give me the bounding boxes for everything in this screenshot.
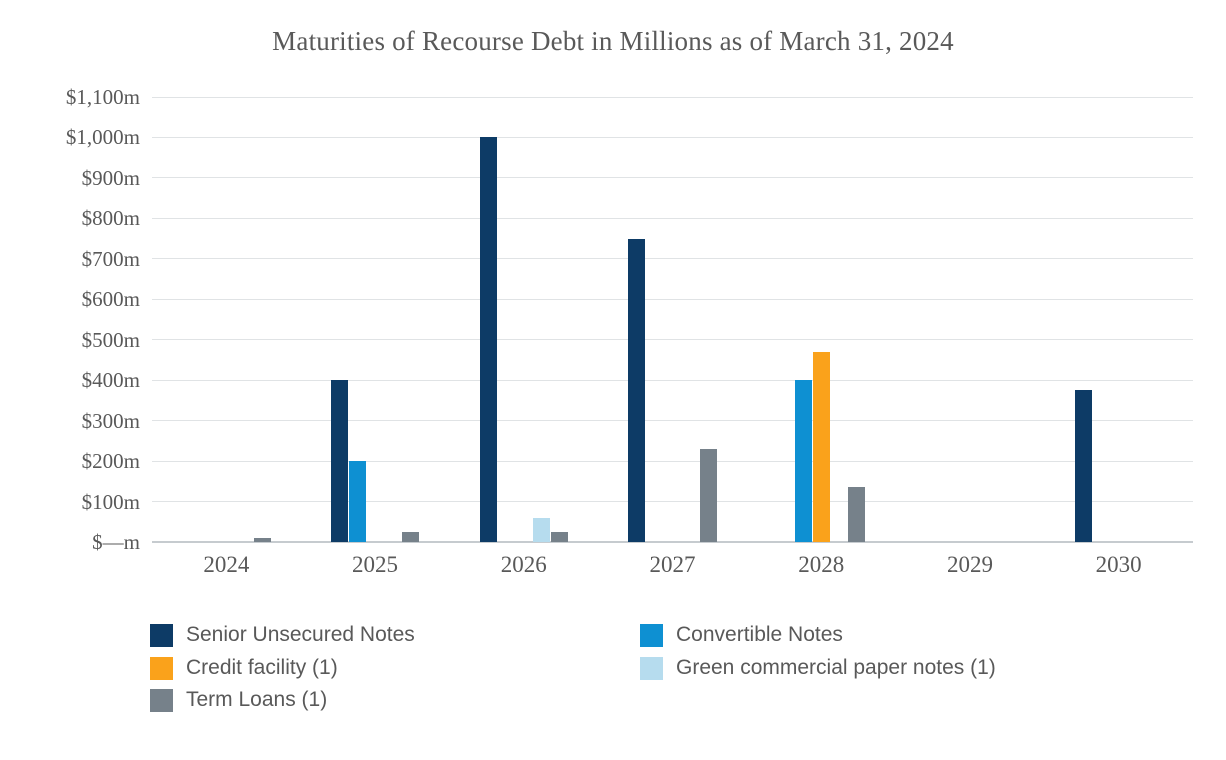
y-tick-label: $1,000m — [65, 125, 140, 150]
y-axis-labels: $—m $100m $200m $300m $400m $500m $600m $700m $8… — [0, 0, 140, 600]
bar-term-loans-1-2024 — [253, 538, 271, 542]
x-axis-labels: 2024 2025 2026 2027 2028 2029 2030 — [152, 552, 1193, 584]
y-tick-label: $500m — [81, 327, 140, 352]
gridline — [152, 460, 1193, 462]
legend-swatch-term-loans-1 — [150, 688, 173, 712]
y-tick-label: $900m — [81, 165, 140, 190]
legend-swatch-convertible-notes — [640, 623, 663, 647]
legend-label: Term Loans (1) — [186, 688, 328, 711]
y-tick-label: $600m — [81, 287, 140, 312]
y-tick-label: $100m — [81, 489, 140, 514]
bar-convertible-notes-2025 — [348, 461, 366, 542]
legend-label: Senior Unsecured Notes — [186, 623, 415, 646]
chart-title: Maturities of Recourse Debt in Millions … — [272, 26, 954, 56]
gridline — [152, 501, 1193, 503]
y-tick-label: $200m — [81, 449, 140, 474]
legend-label: Green commercial paper notes (1) — [676, 656, 996, 679]
x-tick-label-2029: 2029 — [946, 552, 993, 577]
bar-senior-unsecured-notes-2030 — [1074, 390, 1092, 542]
x-axis-line — [152, 541, 1193, 543]
legend-swatch-credit-facility-1 — [150, 656, 173, 680]
gridline — [152, 339, 1193, 341]
bar-term-loans-1-2028 — [848, 487, 866, 542]
bar-senior-unsecured-notes-2026 — [479, 137, 497, 542]
x-tick-label-2025: 2025 — [352, 552, 399, 577]
y-tick-label: $1,100m — [65, 85, 140, 109]
gridline — [152, 96, 1193, 98]
y-tick-label: $800m — [81, 206, 140, 231]
x-tick-label-2024: 2024 — [203, 552, 250, 577]
plot-area — [152, 96, 1193, 543]
bar-term-loans-1-2025 — [402, 532, 420, 542]
legend-swatch-senior-unsecured-notes — [150, 623, 173, 647]
legend-swatch-green-commercial-paper-notes-1 — [640, 656, 663, 680]
gridline — [152, 217, 1193, 219]
legend-item-credit-facility-1: Credit facility (1) — [150, 656, 338, 680]
legend-label: Credit facility (1) — [186, 656, 338, 679]
gridline — [152, 136, 1193, 138]
legend-label: Convertible Notes — [676, 623, 843, 646]
bar-green-commercial-paper-notes-1-2026 — [533, 518, 551, 542]
bar-senior-unsecured-notes-2025 — [331, 380, 348, 542]
y-tick-label: $—m — [92, 530, 140, 554]
gridline — [152, 379, 1193, 381]
bar-term-loans-1-2026 — [550, 532, 568, 542]
x-tick-label-2028: 2028 — [798, 552, 845, 577]
legend-item-convertible-notes: Convertible Notes — [640, 623, 843, 647]
gridline — [152, 177, 1193, 179]
bar-convertible-notes-2028 — [794, 380, 812, 542]
y-tick-label: $300m — [81, 408, 140, 433]
legend-item-senior-unsecured-notes: Senior Unsecured Notes — [150, 623, 415, 647]
legend-item-term-loans-1: Term Loans (1) — [150, 688, 327, 712]
legend: Senior Unsecured Notes Credit facility (1… — [0, 623, 1226, 743]
x-tick-label-2027: 2027 — [649, 552, 696, 577]
bar-term-loans-1-2027 — [699, 449, 717, 542]
y-tick-label: $400m — [81, 368, 140, 393]
gridline — [152, 298, 1193, 300]
gridline — [152, 258, 1193, 260]
y-tick-label: $700m — [81, 246, 140, 271]
legend-item-green-commercial-paper-notes-1: Green commercial paper notes (1) — [640, 656, 996, 680]
x-tick-label-2026: 2026 — [500, 552, 547, 577]
gridline — [152, 420, 1193, 422]
bar-senior-unsecured-notes-2027 — [628, 239, 646, 542]
x-tick-label-2030: 2030 — [1095, 552, 1142, 577]
bar-credit-facility-1-2028 — [812, 352, 830, 542]
